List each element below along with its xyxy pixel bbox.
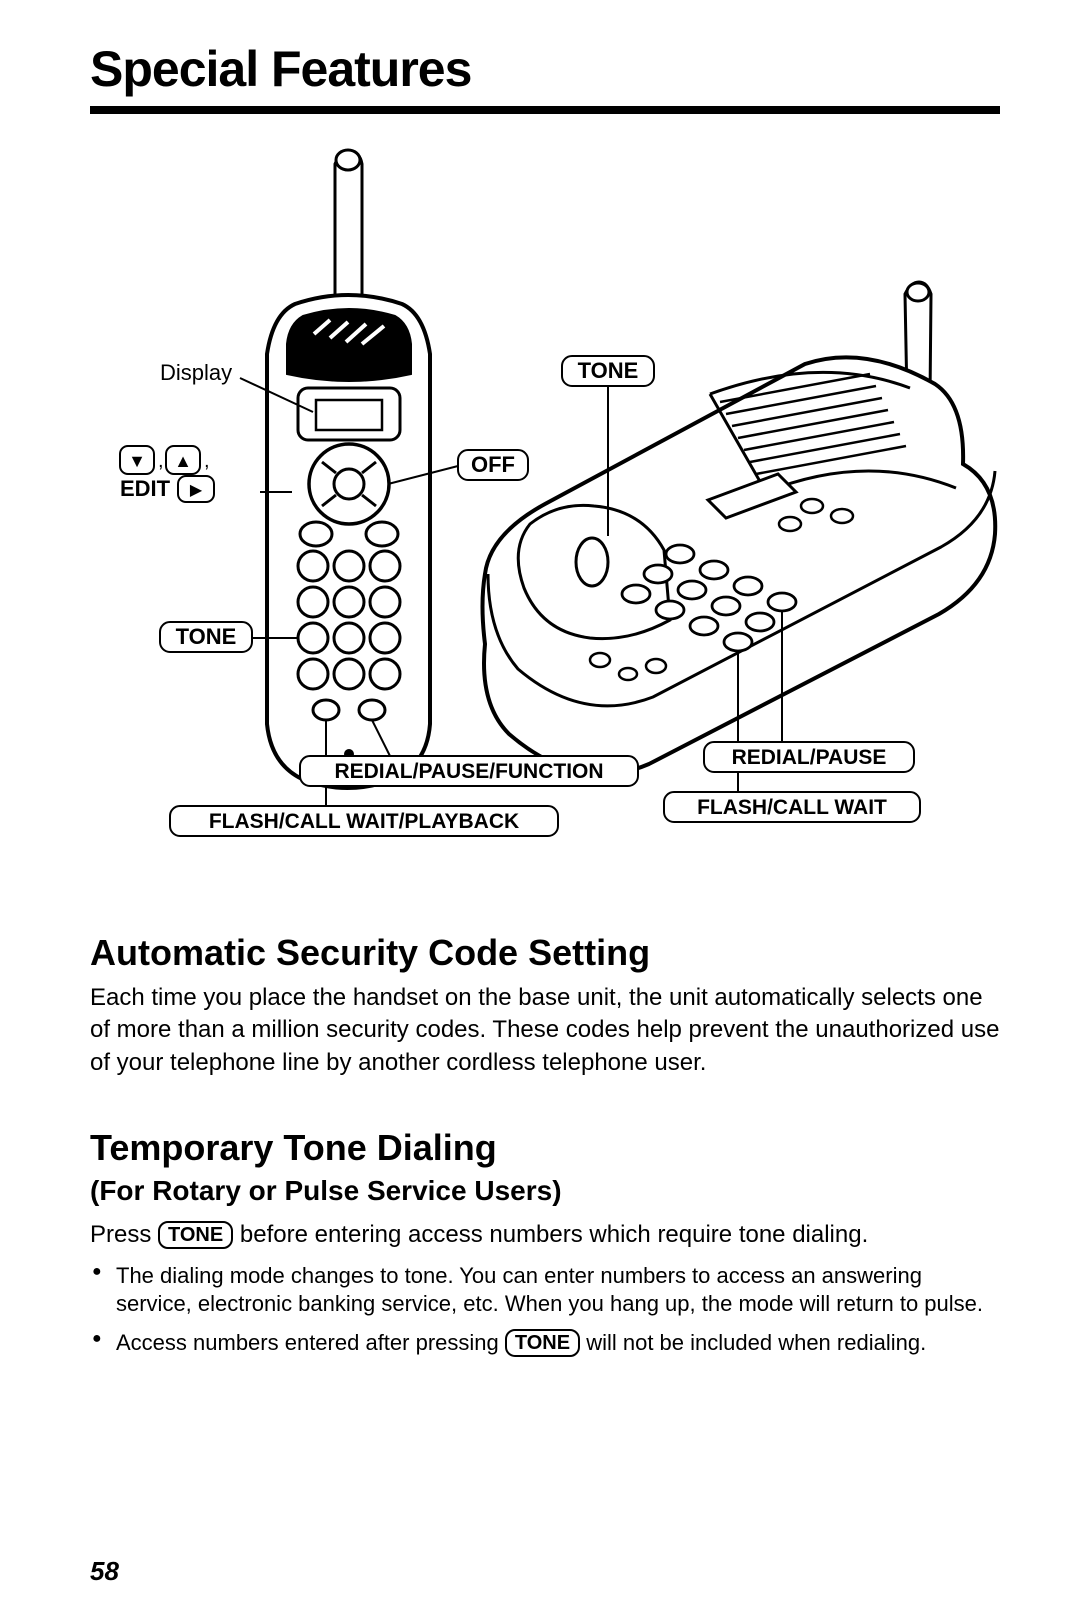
svg-text:TONE: TONE (176, 624, 237, 649)
off-label: OFF (458, 450, 528, 480)
svg-text:TONE: TONE (578, 358, 639, 383)
tone-handset-label: TONE (160, 622, 252, 652)
redial-pause-function-label: REDIAL/PAUSE/FUNCTION (300, 756, 638, 786)
tone-intro: Press TONE before entering access number… (90, 1219, 1000, 1251)
svg-text:REDIAL/PAUSE: REDIAL/PAUSE (732, 746, 887, 769)
svg-text:REDIAL/PAUSE/FUNCTION: REDIAL/PAUSE/FUNCTION (334, 760, 603, 783)
phone-diagram: Display ▼ , ▲ , EDIT ▶ TONE OFF (90, 144, 1000, 884)
svg-text:FLASH/CALL WAIT: FLASH/CALL WAIT (697, 796, 887, 819)
tone-heading: Temporary Tone Dialing (90, 1127, 1000, 1169)
page-title: Special Features (90, 40, 1000, 98)
svg-text:,: , (158, 450, 164, 472)
svg-text:,: , (204, 450, 210, 472)
security-body: Each time you place the handset on the b… (90, 982, 1000, 1079)
title-rule (90, 106, 1000, 114)
bullet-2-pre: Access numbers entered after pressing (116, 1330, 505, 1355)
svg-text:▼: ▼ (128, 451, 146, 471)
page-number: 58 (90, 1556, 119, 1587)
bullet-2-post: will not be included when redialing. (586, 1330, 926, 1355)
svg-text:▶: ▶ (190, 482, 203, 499)
svg-text:FLASH/CALL WAIT/PLAYBACK: FLASH/CALL WAIT/PLAYBACK (209, 810, 519, 833)
label-display: Display (160, 360, 232, 385)
tone-intro-pre: Press (90, 1221, 158, 1248)
bullet-1-pre: The dialing mode changes to tone. You ca… (116, 1263, 983, 1317)
tone-bullets: The dialing mode changes to tone. You ca… (90, 1262, 1000, 1358)
flash-call-wait-label: FLASH/CALL WAIT (664, 792, 920, 822)
tone-intro-post: before entering access numbers which req… (240, 1221, 868, 1248)
tone-button-inline: TONE (158, 1221, 233, 1249)
bullet-2: Access numbers entered after pressing TO… (90, 1329, 1000, 1358)
svg-text:OFF: OFF (471, 452, 515, 477)
svg-text:▲: ▲ (174, 451, 192, 471)
edit-buttons-label: ▼ , ▲ , EDIT ▶ (120, 446, 214, 502)
bullet-2-btn: TONE (505, 1329, 580, 1357)
bullet-1: The dialing mode changes to tone. You ca… (90, 1262, 1000, 1319)
security-heading: Automatic Security Code Setting (90, 932, 1000, 974)
redial-pause-label: REDIAL/PAUSE (704, 742, 914, 772)
tone-subheading: (For Rotary or Pulse Service Users) (90, 1175, 1000, 1207)
svg-text:EDIT: EDIT (120, 476, 171, 501)
tone-base-label: TONE (562, 356, 654, 386)
flash-callwait-playback-label: FLASH/CALL WAIT/PLAYBACK (170, 806, 558, 836)
